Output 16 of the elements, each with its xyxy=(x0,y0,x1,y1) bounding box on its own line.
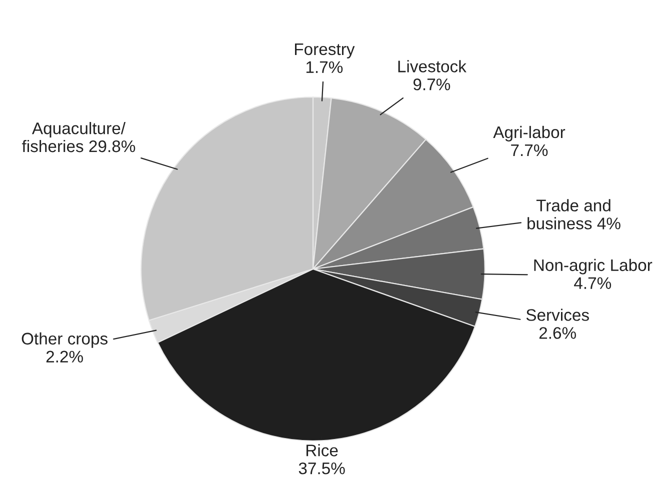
data-label: 9.7% xyxy=(413,78,450,90)
slice-label: Rice xyxy=(306,444,338,456)
slice-label: Non-agric Labor xyxy=(534,258,652,274)
slice-label: Forestry xyxy=(295,43,355,58)
data-label: 4.7% xyxy=(574,277,612,289)
data-label: 2.2% xyxy=(46,350,83,362)
slice-label: Services xyxy=(526,308,589,321)
slice-label: Aquaculture/ fisheries 29.8% xyxy=(22,122,136,152)
data-label: 2.6% xyxy=(539,327,576,339)
data-label: 37.5% xyxy=(298,462,345,474)
slice-label: Other crops xyxy=(22,332,108,348)
slice-label: Livestock xyxy=(398,60,466,72)
data-label: 7.7% xyxy=(511,144,548,156)
slice-label: Trade and business 4% xyxy=(528,199,620,230)
slice-label: Agri-labor xyxy=(493,126,566,142)
data-label: 1.7% xyxy=(306,61,343,73)
